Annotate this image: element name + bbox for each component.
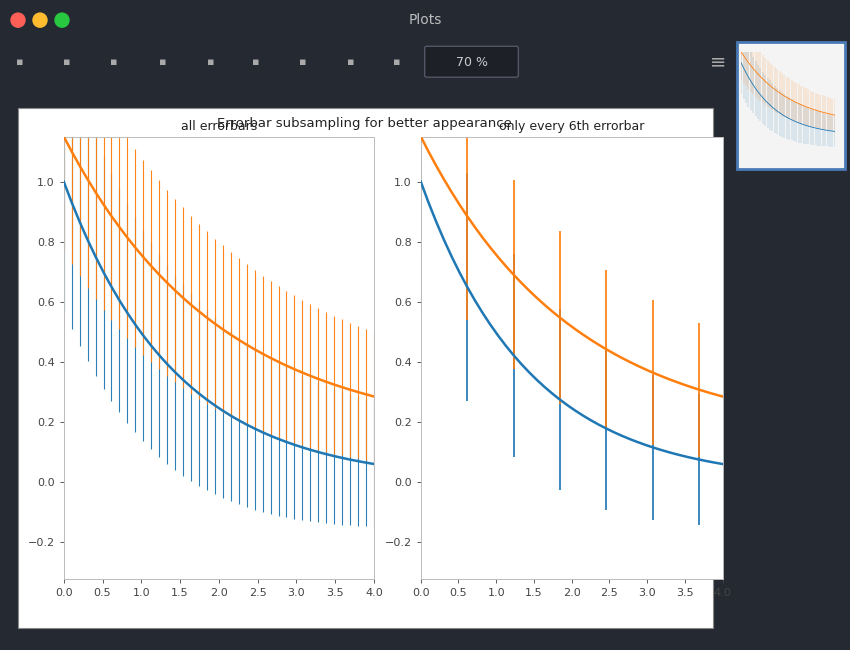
Text: ▪: ▪ bbox=[393, 57, 400, 67]
FancyBboxPatch shape bbox=[425, 46, 518, 77]
Text: ▪: ▪ bbox=[16, 57, 24, 67]
Text: ▪: ▪ bbox=[299, 57, 307, 67]
Text: 70 %: 70 % bbox=[456, 56, 488, 69]
Text: ▪: ▪ bbox=[63, 57, 71, 67]
Circle shape bbox=[33, 13, 47, 27]
Text: ▪: ▪ bbox=[252, 57, 260, 67]
Circle shape bbox=[55, 13, 69, 27]
Text: ▪: ▪ bbox=[207, 57, 214, 67]
Text: ▪: ▪ bbox=[159, 57, 167, 67]
Text: ▪: ▪ bbox=[347, 57, 354, 67]
Title: only every 6th errorbar: only every 6th errorbar bbox=[499, 120, 644, 133]
Text: ≡: ≡ bbox=[710, 53, 726, 72]
FancyBboxPatch shape bbox=[18, 108, 713, 628]
FancyBboxPatch shape bbox=[738, 42, 845, 169]
Circle shape bbox=[11, 13, 25, 27]
Title: all errorbars: all errorbars bbox=[181, 120, 257, 133]
Text: ▪: ▪ bbox=[110, 57, 117, 67]
Text: Plots: Plots bbox=[408, 13, 442, 27]
Text: Errorbar subsampling for better appearance: Errorbar subsampling for better appearan… bbox=[218, 117, 513, 130]
